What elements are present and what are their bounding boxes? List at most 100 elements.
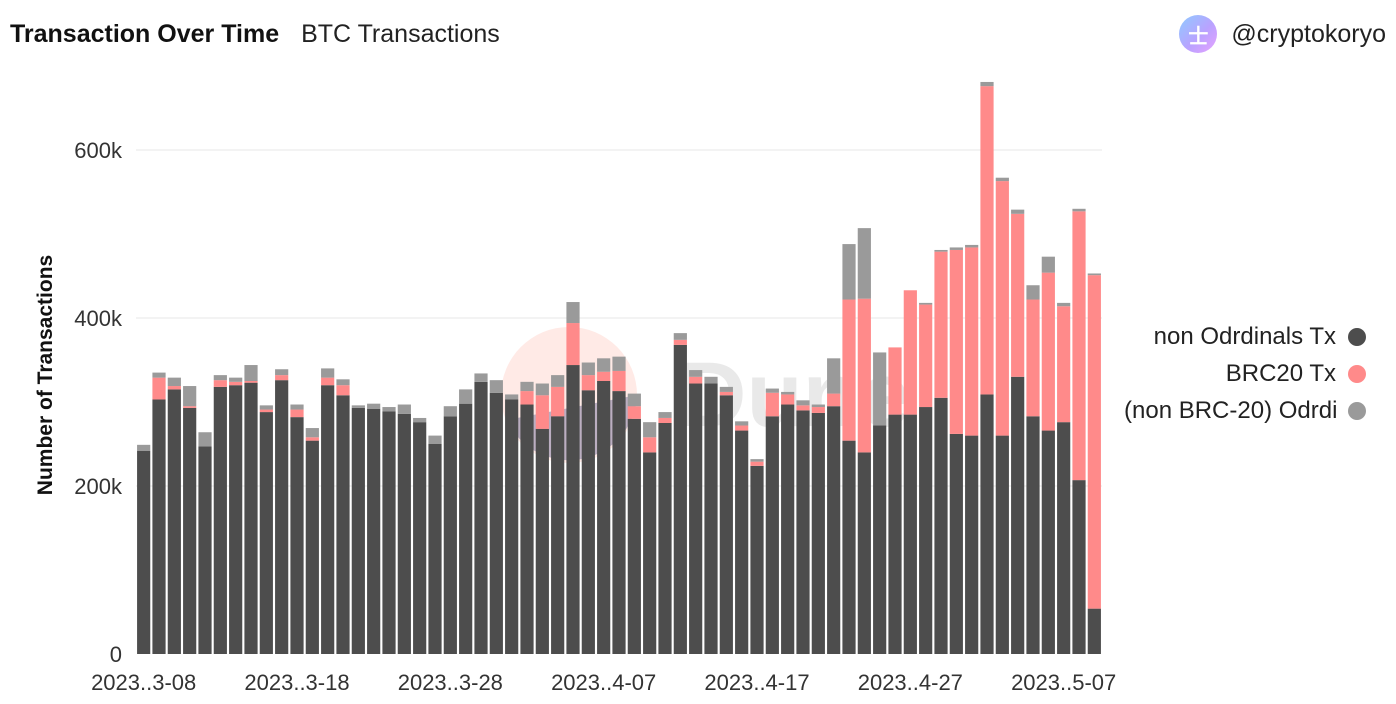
bar-segment[interactable] [857, 228, 871, 299]
bar-segment[interactable] [397, 404, 411, 414]
bar-segment[interactable] [336, 379, 350, 386]
bar-segment[interactable] [551, 375, 565, 387]
bar-segment[interactable] [827, 358, 841, 394]
bar-segment[interactable] [1026, 285, 1040, 300]
bar-segment[interactable] [336, 395, 350, 654]
bar-segment[interactable] [305, 428, 319, 438]
bar-segment[interactable] [336, 385, 350, 396]
bar-segment[interactable] [612, 356, 626, 371]
bar-segment[interactable] [367, 408, 381, 654]
bar-segment[interactable] [213, 380, 227, 387]
bar-segment[interactable] [152, 372, 166, 378]
bar-segment[interactable] [428, 435, 442, 444]
bar-segment[interactable] [980, 394, 994, 654]
bar-segment[interactable] [980, 86, 994, 395]
bar-segment[interactable] [489, 392, 503, 654]
bar-segment[interactable] [581, 375, 595, 391]
bar-segment[interactable] [551, 386, 565, 417]
bar-segment[interactable] [811, 412, 825, 654]
bar-segment[interactable] [581, 390, 595, 654]
bar-segment[interactable] [980, 81, 994, 87]
bar-segment[interactable] [842, 244, 856, 300]
bar-segment[interactable] [259, 412, 273, 654]
bar-segment[interactable] [888, 414, 902, 654]
bar-segment[interactable] [995, 177, 1009, 182]
bar-segment[interactable] [796, 405, 810, 411]
bar-segment[interactable] [765, 388, 779, 393]
bar-segment[interactable] [321, 377, 335, 386]
bar-segment[interactable] [275, 380, 289, 654]
bar-segment[interactable] [489, 380, 503, 393]
bar-segment[interactable] [1057, 422, 1071, 654]
bar-segment[interactable] [673, 339, 687, 345]
bar-segment[interactable] [367, 403, 381, 409]
bar-segment[interactable] [842, 440, 856, 654]
bar-segment[interactable] [1072, 480, 1086, 654]
bar-segment[interactable] [934, 251, 948, 398]
bar-segment[interactable] [213, 375, 227, 381]
bar-segment[interactable] [1011, 376, 1025, 654]
bar-segment[interactable] [873, 352, 887, 426]
bar-segment[interactable] [965, 247, 979, 436]
legend-item-non-ordinals[interactable]: non Odrdinals Tx [1100, 318, 1366, 355]
bar-segment[interactable] [505, 399, 519, 654]
bar-segment[interactable] [1041, 430, 1055, 654]
bar-segment[interactable] [719, 386, 733, 392]
bar-segment[interactable] [1087, 608, 1101, 654]
bar-segment[interactable] [765, 392, 779, 417]
bar-segment[interactable] [551, 416, 565, 654]
bar-segment[interactable] [612, 370, 626, 392]
legend-item-brc20[interactable]: BRC20 Tx [1100, 355, 1366, 392]
bar-segment[interactable] [229, 381, 243, 386]
bar-segment[interactable] [382, 407, 396, 412]
bar-segment[interactable] [597, 381, 611, 654]
bar-segment[interactable] [566, 365, 580, 654]
bar-segment[interactable] [781, 391, 795, 395]
bar-segment[interactable] [704, 383, 718, 654]
bar-segment[interactable] [1072, 208, 1086, 212]
bar-segment[interactable] [1026, 416, 1040, 654]
bar-segment[interactable] [459, 403, 473, 654]
bar-segment[interactable] [750, 459, 764, 462]
bar-segment[interactable] [949, 433, 963, 654]
bar-segment[interactable] [275, 369, 289, 376]
bar-segment[interactable] [965, 435, 979, 654]
bar-segment[interactable] [965, 244, 979, 248]
bar-segment[interactable] [351, 407, 365, 654]
bar-segment[interactable] [198, 432, 212, 447]
bar-segment[interactable] [290, 417, 304, 654]
bar-segment[interactable] [735, 421, 749, 426]
bar-segment[interactable] [765, 416, 779, 654]
bar-segment[interactable] [244, 381, 258, 383]
bar-segment[interactable] [198, 446, 212, 654]
author-badge[interactable]: 士 @cryptokoryo [1179, 14, 1386, 54]
bar-segment[interactable] [781, 404, 795, 654]
bar-segment[interactable] [443, 416, 457, 654]
bar-segment[interactable] [535, 428, 549, 654]
bar-segment[interactable] [183, 407, 197, 654]
bar-segment[interactable] [827, 393, 841, 407]
bar-segment[interactable] [673, 344, 687, 654]
bar-segment[interactable] [290, 409, 304, 418]
bar-segment[interactable] [397, 413, 411, 654]
bar-segment[interactable] [566, 323, 580, 366]
bar-segment[interactable] [413, 422, 427, 654]
bar-segment[interactable] [627, 406, 641, 419]
bar-segment[interactable] [152, 399, 166, 654]
bar-segment[interactable] [1087, 273, 1101, 276]
bar-segment[interactable] [305, 440, 319, 654]
bar-segment[interactable] [857, 298, 871, 453]
bar-segment[interactable] [1011, 213, 1025, 377]
bar-segment[interactable] [1087, 275, 1101, 609]
bar-segment[interactable] [535, 395, 549, 429]
bar-segment[interactable] [903, 414, 917, 654]
bar-segment[interactable] [566, 302, 580, 324]
bar-segment[interactable] [505, 394, 519, 400]
bar-segment[interactable] [137, 444, 151, 451]
bar-segment[interactable] [244, 365, 258, 381]
bar-segment[interactable] [229, 377, 243, 382]
bar-segment[interactable] [244, 382, 258, 654]
bar-segment[interactable] [888, 347, 902, 415]
bar-segment[interactable] [919, 302, 933, 305]
bar-segment[interactable] [704, 376, 718, 384]
